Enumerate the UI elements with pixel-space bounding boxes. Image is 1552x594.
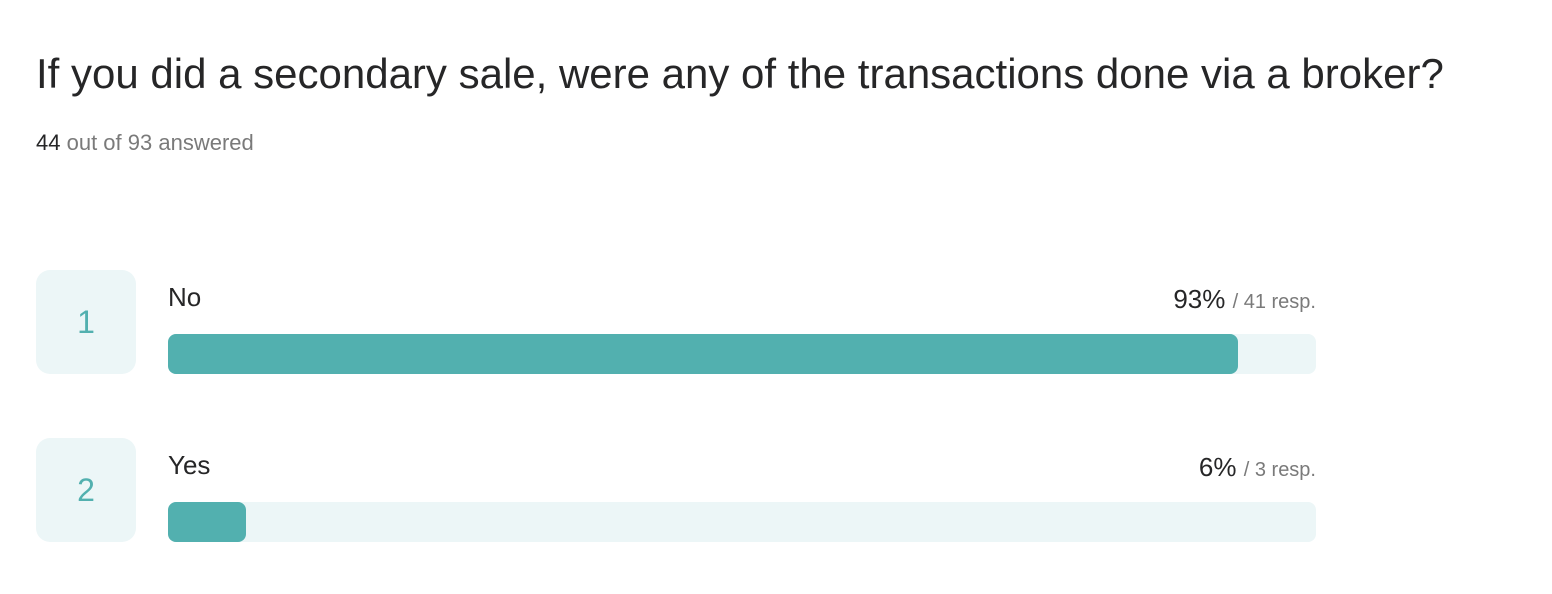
bar-fill [168,334,1238,374]
option-percent: 93% [1173,284,1226,314]
answer-row: 2 Yes 6% / 3 resp. [36,438,1316,542]
answered-number: 44 [36,130,61,155]
answered-count: 44 out of 93 answered [36,130,254,156]
bar-track [168,502,1316,542]
option-percent: 6% [1198,452,1237,482]
option-stat: 93% / 41 resp. [1173,284,1316,315]
option-stat: 6% / 3 resp. [1199,452,1316,483]
question-title: If you did a secondary sale, were any of… [36,50,1444,97]
option-number: 2 [36,438,136,542]
option-label: Yes [168,450,211,480]
bar-fill [168,502,247,542]
bar-track [168,334,1316,374]
answer-row: 1 No 93% / 41 resp. [36,270,1316,374]
option-responses: / 41 resp. [1232,291,1316,313]
option-responses: / 3 resp. [1243,459,1316,481]
answered-text: out of 93 answered [66,130,254,155]
option-label: No [168,282,202,312]
option-number: 1 [36,270,136,374]
